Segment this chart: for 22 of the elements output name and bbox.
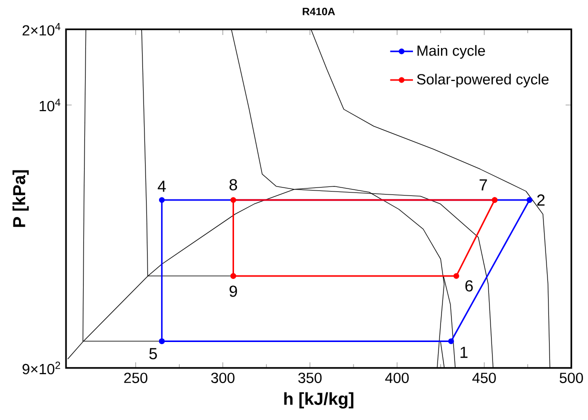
chart-title: R410A [302, 8, 335, 16]
y-tick-label: 10$^{4}$ [40, 98, 60, 112]
x-tick-label: 500 [560, 372, 583, 384]
x-tick-label: 400 [385, 372, 409, 384]
x-tick-label: 450 [472, 372, 496, 384]
y-tick-label: 2×10$^{4}$ [22, 23, 60, 36]
annotation: 8 [230, 179, 238, 190]
x-tick-label: 350 [298, 372, 322, 384]
x-tick-label: 300 [211, 372, 234, 384]
annotation: 1 [460, 346, 468, 358]
y-tick-label: 9×10$^{2}$ [22, 362, 60, 374]
legend-label: Solar-powered cycle [417, 74, 549, 88]
legend-label: Main cycle [418, 45, 485, 59]
y-axis-title: P [kPa] [12, 170, 29, 227]
x-tick-label: 250 [124, 372, 148, 384]
annotation: 9 [230, 286, 237, 297]
annotation: 2 [537, 194, 545, 206]
annotation: 4 [158, 180, 166, 192]
x-axis-title: h [kJ/kg] [284, 392, 354, 408]
annotation: 7 [480, 179, 487, 190]
annotation: 5 [149, 348, 157, 360]
annotation: 6 [465, 280, 473, 292]
